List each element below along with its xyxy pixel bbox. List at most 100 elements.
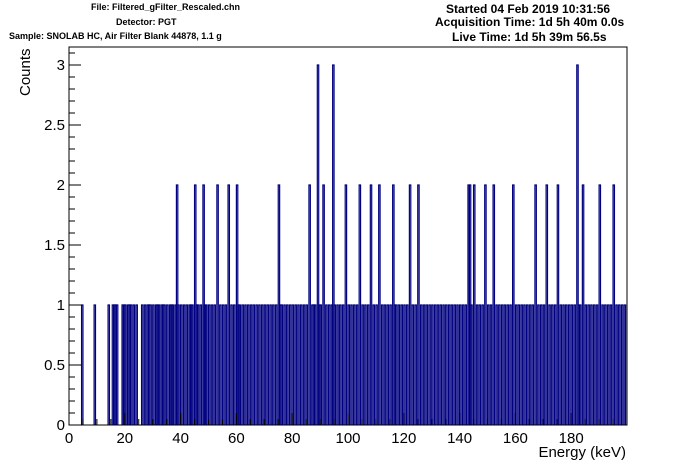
histogram-bin [447, 304, 451, 425]
histogram-bin [534, 184, 537, 425]
y-tick-label: 1 [57, 297, 65, 314]
histogram-bin [272, 304, 275, 425]
histogram-bin [453, 304, 457, 425]
live-time-label: Live Time: 1d 5h 39m 56.5s [452, 30, 607, 44]
x-tick-label: 100 [335, 430, 360, 447]
histogram-bin [124, 304, 127, 425]
histogram-bin [456, 304, 459, 425]
histogram-bin [428, 304, 431, 425]
histogram-bin [280, 304, 284, 425]
histogram-bin [80, 304, 84, 425]
histogram-bin [400, 304, 404, 425]
histogram-bin [207, 304, 211, 425]
histogram-bin [484, 184, 487, 425]
histogram-bin [445, 304, 448, 425]
histogram-bin [246, 304, 250, 425]
histogram-bin [612, 184, 616, 425]
x-tick-label: 80 [284, 430, 301, 447]
histogram-bin [386, 304, 390, 425]
histogram-bin [506, 304, 510, 425]
histogram-bin [411, 304, 415, 425]
histogram-bin [592, 304, 596, 425]
histogram-bin [450, 304, 454, 425]
y-axis-label: Counts [17, 48, 34, 96]
histogram-bin [294, 304, 297, 425]
histogram-bin [498, 304, 501, 425]
histogram-bin [258, 304, 261, 425]
histogram-bin [380, 304, 384, 425]
histogram-bin [233, 304, 236, 425]
histogram-bin [352, 304, 356, 425]
histogram-bin [545, 184, 549, 425]
histogram-bin [520, 304, 523, 425]
histogram-bin [213, 304, 217, 425]
histogram-bin [221, 304, 225, 425]
histogram-bin [397, 304, 401, 425]
histogram-bin [238, 304, 242, 425]
histogram-bin [107, 304, 111, 425]
histogram-bin [408, 184, 412, 425]
histogram-bin [369, 184, 373, 425]
y-tick-label: 2.5 [44, 117, 65, 134]
histogram-bin [375, 304, 378, 425]
histogram-bin [492, 184, 496, 425]
histogram-bin [414, 304, 417, 425]
histogram-bin [341, 304, 345, 425]
histogram-bin [609, 304, 613, 425]
histogram-bin [419, 304, 423, 425]
histogram-bin [587, 304, 590, 425]
histogram-bin [263, 304, 267, 425]
y-tick-label: 0.5 [44, 357, 65, 374]
histogram-bin [135, 304, 138, 425]
x-tick-label: 60 [228, 430, 245, 447]
histogram-bin [553, 304, 557, 425]
histogram-bin [481, 304, 484, 425]
histogram-bin [459, 304, 462, 425]
histogram-bin [191, 304, 194, 425]
x-tick-label: 160 [503, 430, 528, 447]
histogram-bin [149, 304, 152, 425]
histogram-bin [308, 184, 311, 425]
file-label: File: Filtered_gFilter_Rescaled.chn [91, 2, 241, 12]
histogram-bin [152, 304, 155, 425]
histogram-bin [433, 304, 437, 425]
histogram-bin [405, 304, 409, 425]
histogram-bin [364, 304, 367, 425]
histogram-bin [210, 304, 214, 425]
histogram-bin [500, 304, 504, 425]
histogram-bin [266, 304, 270, 425]
histogram-bin [615, 304, 618, 425]
histogram-bin [539, 304, 543, 425]
histogram-bin [442, 304, 445, 425]
histogram-bin [319, 304, 323, 425]
histogram-bin [358, 184, 362, 425]
histogram-bin [565, 304, 568, 425]
histogram-bin [325, 304, 328, 425]
axes-layer: 0 20 40 60 80 100 120 140 160 180 0 0.5 1 1.5 2 2.5 3 [44, 46, 628, 447]
histogram-bin [336, 304, 339, 425]
histogram-bin [199, 304, 203, 425]
histogram-bin [249, 304, 253, 425]
started-label: Started 04 Feb 2019 10:31:56 [446, 2, 611, 16]
histogram-bin [472, 184, 476, 425]
y-tick-label: 3 [57, 57, 65, 74]
histogram-bin [542, 304, 546, 425]
histogram-bin [417, 184, 420, 425]
histogram-bin [548, 304, 551, 425]
detector-label: Detector: PGT [116, 17, 177, 27]
histogram-bin [93, 304, 97, 425]
histogram-bin [604, 304, 607, 425]
histogram-bin [299, 304, 303, 425]
histogram-bin [389, 304, 392, 425]
histogram-bin [291, 304, 295, 425]
y-tick-label: 0 [57, 417, 65, 434]
histogram-bin [595, 304, 599, 425]
histogram-bin [601, 304, 604, 425]
histogram-bin [525, 304, 529, 425]
histogram-bin [185, 304, 189, 425]
histogram-bin [115, 304, 119, 425]
histogram-bin [383, 304, 387, 425]
histogram-bin [422, 304, 426, 425]
histogram-bin [394, 304, 398, 425]
histogram-bin [509, 304, 512, 425]
